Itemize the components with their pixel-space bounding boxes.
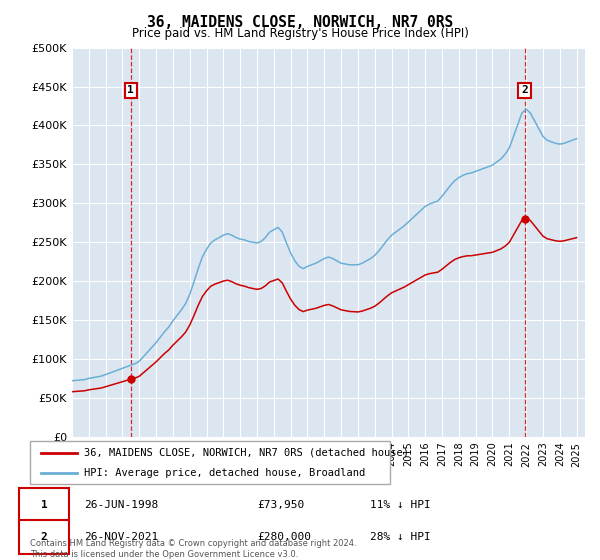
Text: 26-NOV-2021: 26-NOV-2021 xyxy=(84,533,158,542)
Text: 1: 1 xyxy=(41,501,47,510)
Text: 36, MAIDENS CLOSE, NORWICH, NR7 0RS (detached house): 36, MAIDENS CLOSE, NORWICH, NR7 0RS (det… xyxy=(84,447,409,458)
Text: HPI: Average price, detached house, Broadland: HPI: Average price, detached house, Broa… xyxy=(84,468,365,478)
Text: 28% ↓ HPI: 28% ↓ HPI xyxy=(370,533,431,542)
Text: Contains HM Land Registry data © Crown copyright and database right 2024.
This d: Contains HM Land Registry data © Crown c… xyxy=(30,539,356,559)
Text: 11% ↓ HPI: 11% ↓ HPI xyxy=(370,501,431,510)
FancyBboxPatch shape xyxy=(19,520,69,554)
Text: 2: 2 xyxy=(521,86,528,95)
Text: 2: 2 xyxy=(41,533,47,542)
Text: £280,000: £280,000 xyxy=(257,533,311,542)
Text: 1: 1 xyxy=(127,86,134,95)
FancyBboxPatch shape xyxy=(30,441,390,484)
Text: £73,950: £73,950 xyxy=(257,501,304,510)
Text: 36, MAIDENS CLOSE, NORWICH, NR7 0RS: 36, MAIDENS CLOSE, NORWICH, NR7 0RS xyxy=(147,15,453,30)
Text: Price paid vs. HM Land Registry's House Price Index (HPI): Price paid vs. HM Land Registry's House … xyxy=(131,27,469,40)
Text: 26-JUN-1998: 26-JUN-1998 xyxy=(84,501,158,510)
FancyBboxPatch shape xyxy=(19,488,69,522)
